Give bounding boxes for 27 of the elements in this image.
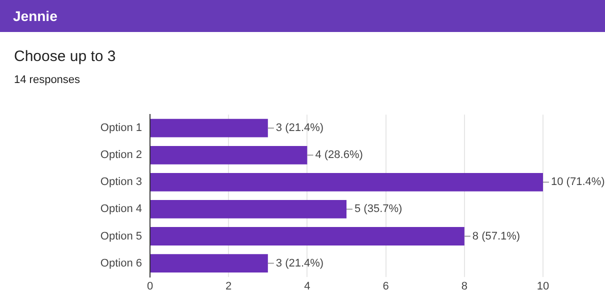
x-tick-label: 10 xyxy=(536,280,550,292)
y-tick-label: Option 6 xyxy=(100,257,142,270)
chart-subtitle: Choose up to 3 xyxy=(14,48,116,65)
text: Jennie xyxy=(0,0,605,32)
bar xyxy=(150,118,268,138)
x-tick-label: 4 xyxy=(304,280,310,292)
y-tick-label: Option 2 xyxy=(100,149,142,162)
x-tick-label: 8 xyxy=(461,280,468,292)
x-tick-label: 0 xyxy=(146,280,154,292)
bar xyxy=(150,146,308,164)
x-tick-label: 2 xyxy=(226,280,232,292)
data-label: 10 (71.4%) xyxy=(551,176,605,188)
bar xyxy=(150,254,268,272)
data-label: 5 (35.7%) xyxy=(354,203,402,216)
x-tick-label: 6 xyxy=(382,280,389,292)
bar xyxy=(150,227,464,246)
data-label: 4 (28.6%) xyxy=(315,149,363,162)
text: 14 responses xyxy=(14,74,80,86)
data-label: 8 (57.1%) xyxy=(472,230,520,242)
y-tick-label: Option 3 xyxy=(100,176,142,188)
y-tick-label: Option 4 xyxy=(100,203,142,216)
data-label: 3 (21.4%) xyxy=(276,122,324,134)
y-tick-label: Option 5 xyxy=(100,230,142,242)
bar xyxy=(150,172,543,192)
bar xyxy=(150,200,346,218)
data-label: 3 (21.4%) xyxy=(276,257,324,270)
y-tick-label: Option 1 xyxy=(100,122,142,134)
